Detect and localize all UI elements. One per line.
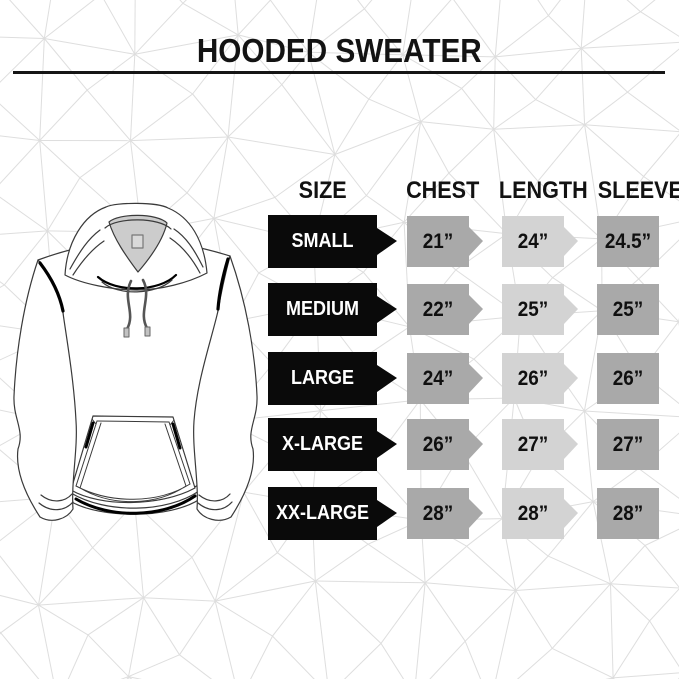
column-header-chest: CHEST xyxy=(406,177,480,204)
size-label: SMALL xyxy=(291,230,354,252)
hoodie-illustration xyxy=(13,202,258,521)
table-row-x-large: X-LARGE 26” 27” 27” xyxy=(0,418,679,471)
size-label: X-LARGE xyxy=(282,433,363,455)
drawstring-right xyxy=(141,278,149,330)
sleeve-value-cell: 27” xyxy=(597,419,659,470)
neck-label xyxy=(131,234,144,249)
length-value-cell: 27” xyxy=(502,419,578,470)
column-header-length: LENGTH xyxy=(498,177,588,204)
drawstring-left xyxy=(125,279,133,331)
sleeve-value-cell: 24.5” xyxy=(597,216,659,267)
length-value-cell: 25” xyxy=(502,284,578,335)
size-tag: MEDIUM xyxy=(268,283,397,336)
column-header-sleeve: SLEEVE xyxy=(597,177,679,204)
chest-value-cell: 28” xyxy=(407,488,483,539)
chest-value-cell: 24” xyxy=(407,353,483,404)
title-divider xyxy=(13,71,665,74)
column-header-size: SIZE xyxy=(298,177,348,204)
chest-value-cell: 21” xyxy=(407,216,483,267)
chest-value-cell: 22” xyxy=(407,284,483,335)
sleeve-value-cell: 25” xyxy=(597,284,659,335)
size-label: XX-LARGE xyxy=(275,502,370,524)
size-label: LARGE xyxy=(291,367,354,389)
table-row-xx-large: XX-LARGE 28” 28” 28” xyxy=(0,487,679,540)
length-value-cell: 28” xyxy=(502,488,578,539)
page-title: HOODED SWEATER xyxy=(0,32,679,70)
hoodie-left-sleeve xyxy=(13,259,77,521)
size-tag: SMALL xyxy=(268,215,397,268)
table-row-medium: MEDIUM 22” 25” 25” xyxy=(0,283,679,336)
hoodie-pocket xyxy=(70,415,196,504)
table-row-large: LARGE 24” 26” 26” xyxy=(0,352,679,405)
size-tag: X-LARGE xyxy=(268,418,397,471)
length-value-cell: 26” xyxy=(502,353,578,404)
hoodie-right-sleeve xyxy=(193,255,258,521)
chest-value-cell: 26” xyxy=(407,419,483,470)
sleeve-value-cell: 28” xyxy=(597,488,659,539)
table-row-small: SMALL 21” 24” 24.5” xyxy=(0,215,679,268)
size-tag: LARGE xyxy=(268,352,397,405)
sleeve-value-cell: 26” xyxy=(597,353,659,404)
size-tag: XX-LARGE xyxy=(268,487,397,540)
size-label: MEDIUM xyxy=(285,298,359,320)
length-value-cell: 24” xyxy=(502,216,578,267)
page-title-text: HOODED SWEATER xyxy=(197,32,482,69)
